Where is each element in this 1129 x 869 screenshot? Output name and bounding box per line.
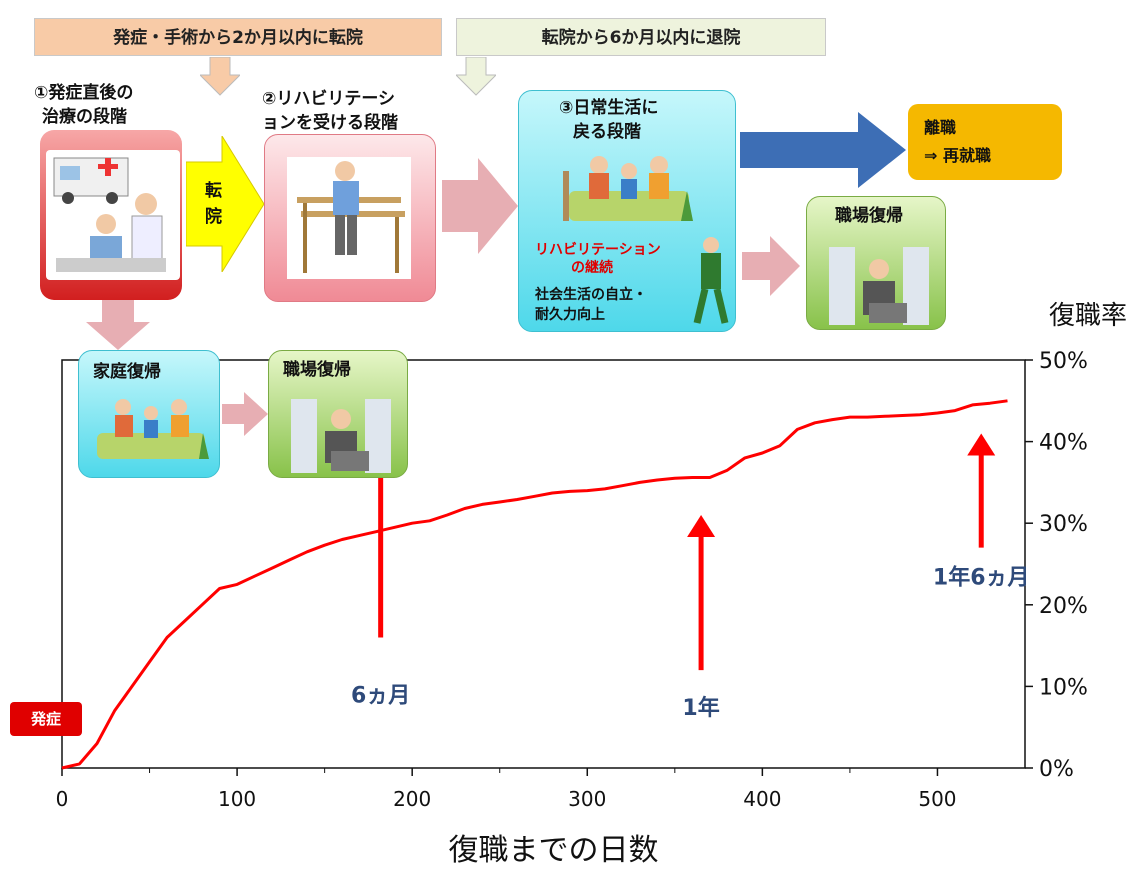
office-worker-icon <box>829 247 929 325</box>
stage1-title-line1: ①発症直後の <box>34 82 133 105</box>
home-return-card: 家庭復帰 <box>78 350 220 478</box>
stage3-rehab-line1: リハビリテーション <box>535 241 661 259</box>
transfer-label-2: 院 <box>205 206 222 229</box>
banner-within-2-months: 発症・手術から2か月以内に転院 <box>34 18 442 56</box>
transfer-label-1: 転 <box>205 180 222 203</box>
stage3-social-line1: 社会生活の自立・ <box>535 285 647 305</box>
x-tick-label: 500 <box>918 787 956 811</box>
stage3-title-line2: 戻る段階 <box>573 121 641 144</box>
banner-down-arrow-right-icon <box>456 57 496 97</box>
transfer-arrow-icon <box>186 136 266 272</box>
y-tick-label: 20% <box>1039 594 1088 619</box>
ambulance-hospital-icon <box>46 150 180 280</box>
stage3-to-work-arrow-icon <box>742 236 800 296</box>
x-tick-label: 400 <box>743 787 781 811</box>
home-to-work-arrow-icon <box>222 392 268 436</box>
leave-job-arrow-icon <box>740 112 908 188</box>
x-tick-label: 300 <box>568 787 606 811</box>
stage2-card <box>264 134 436 302</box>
stage3-rehab-line2: の継続 <box>571 259 613 277</box>
stage1-card <box>40 130 182 300</box>
annotation-label: 1年6ヵ月 <box>933 564 1030 590</box>
home-work-card: 職場復帰 <box>268 350 408 478</box>
stage1-title-line2: 治療の段階 <box>42 106 127 129</box>
annotation-arrow-head <box>967 433 995 455</box>
office-worker-icon-2 <box>291 399 391 473</box>
stage2-to-stage3-arrow-icon <box>442 158 518 254</box>
stage3-title-line1: ③日常生活に <box>559 97 658 120</box>
family-home-icon <box>559 151 699 235</box>
stage2-title-line2: ョンを受ける段階 <box>262 112 398 135</box>
onset-badge: 発症 <box>10 702 82 736</box>
leave-job-line2: ⇒ 再就職 <box>924 144 991 167</box>
leave-job-box: 離職 ⇒ 再就職 <box>908 104 1062 180</box>
return-work-card: 職場復帰 <box>806 196 946 330</box>
leave-job-line1: 離職 <box>924 116 956 139</box>
stage2-title-line1: ②リハビリテーシ <box>262 88 395 111</box>
banner-down-arrow-left-icon <box>200 57 240 97</box>
return-work-title: 職場復帰 <box>835 205 903 228</box>
banner-within-6-months: 転院から6か月以内に退院 <box>456 18 826 56</box>
x-tick-label: 0 <box>56 787 69 811</box>
x-tick-label: 100 <box>218 787 256 811</box>
walking-man-icon <box>687 235 733 329</box>
rehab-walking-icon <box>287 157 411 279</box>
annotation-label: 6ヵ月 <box>351 684 410 709</box>
annotation-label: 1年 <box>682 695 719 721</box>
home-work-title: 職場復帰 <box>283 359 351 382</box>
x-tick-label: 200 <box>393 787 431 811</box>
stage1-to-home-arrow-icon <box>86 300 150 350</box>
y-tick-label: 10% <box>1039 675 1088 700</box>
stage3-card: ③日常生活に 戻る段階 リハビリテーション の継続 社会生活の自立・ 耐久力向上 <box>518 90 736 332</box>
annotation-arrow-head <box>687 515 715 537</box>
y-axis-label: 復職率 <box>1049 301 1127 331</box>
y-tick-label: 50% <box>1039 349 1088 374</box>
x-axis-label: 復職までの日数 <box>449 833 659 868</box>
family-icon <box>89 395 213 471</box>
y-tick-label: 0% <box>1039 757 1074 782</box>
stage3-social-line2: 耐久力向上 <box>535 305 605 325</box>
y-tick-label: 40% <box>1039 431 1088 456</box>
home-return-title: 家庭復帰 <box>93 361 161 384</box>
y-tick-label: 30% <box>1039 512 1088 537</box>
